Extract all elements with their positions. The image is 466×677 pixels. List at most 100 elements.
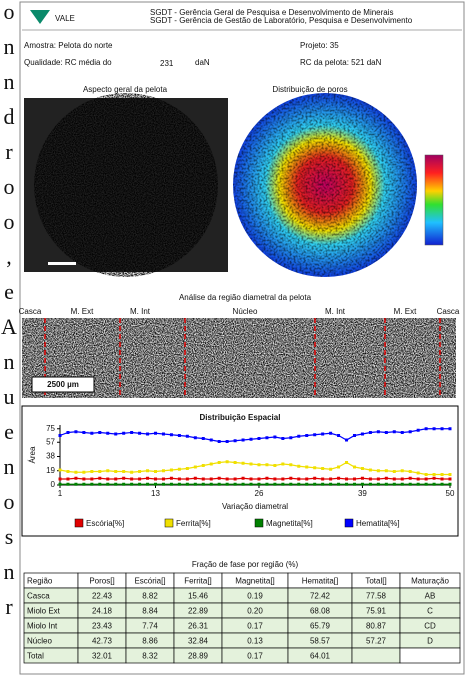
point bbox=[433, 427, 436, 430]
table-header: Poros[] bbox=[89, 577, 114, 586]
point bbox=[138, 470, 141, 473]
point bbox=[114, 483, 117, 486]
table-header: Ferrita[] bbox=[184, 577, 212, 586]
x-tick-label: 50 bbox=[446, 489, 455, 498]
point bbox=[393, 470, 396, 473]
side-letter: n bbox=[4, 454, 15, 479]
side-letter: r bbox=[5, 594, 13, 619]
table-header: Escória[] bbox=[134, 577, 165, 586]
point bbox=[409, 477, 412, 480]
side-letter: n bbox=[4, 34, 15, 59]
point bbox=[170, 477, 173, 480]
point bbox=[441, 478, 444, 481]
scale-label: 2500 µm bbox=[47, 380, 79, 389]
point bbox=[202, 437, 205, 440]
table-value: 72.42 bbox=[310, 592, 331, 601]
side-letter: A bbox=[1, 314, 17, 339]
point bbox=[361, 477, 364, 480]
region-label: M. Int bbox=[325, 307, 346, 316]
point bbox=[98, 477, 101, 480]
point bbox=[90, 432, 93, 435]
table-value: 32.84 bbox=[188, 637, 209, 646]
point bbox=[186, 483, 189, 486]
table-value: 22.89 bbox=[188, 607, 209, 616]
point bbox=[417, 483, 420, 486]
point bbox=[305, 466, 308, 469]
point bbox=[425, 473, 428, 476]
point bbox=[194, 477, 197, 480]
pellet-photo bbox=[34, 93, 218, 277]
point bbox=[210, 439, 213, 442]
point bbox=[98, 431, 101, 434]
point bbox=[250, 483, 253, 486]
point bbox=[74, 430, 77, 433]
caption: Distribuição de poros bbox=[272, 85, 347, 94]
table-value: D bbox=[427, 637, 433, 646]
side-letter: o bbox=[4, 209, 15, 234]
scale-bar bbox=[48, 262, 76, 265]
point bbox=[393, 430, 396, 433]
point bbox=[369, 478, 372, 481]
point bbox=[409, 483, 412, 486]
table-value: 32.01 bbox=[92, 652, 113, 661]
table-value: 57.27 bbox=[366, 637, 387, 646]
table-value: 22.43 bbox=[92, 592, 113, 601]
page: VALE SGDT - Gerência Geral de Pesquisa e… bbox=[0, 0, 466, 677]
point bbox=[250, 463, 253, 466]
point bbox=[202, 464, 205, 467]
section-title: Análise da região diametral da pelota bbox=[179, 293, 312, 302]
point bbox=[345, 483, 348, 486]
table-value: Casca bbox=[27, 592, 50, 601]
y-label: Área bbox=[28, 446, 37, 463]
point bbox=[417, 429, 420, 432]
point bbox=[154, 478, 157, 481]
point bbox=[106, 432, 109, 435]
point bbox=[106, 483, 109, 486]
point bbox=[345, 439, 348, 442]
region-label: M. Ext bbox=[394, 307, 417, 316]
point bbox=[321, 467, 324, 470]
side-letter: o bbox=[4, 489, 15, 514]
point bbox=[345, 478, 348, 481]
point bbox=[234, 478, 237, 481]
legend-swatch bbox=[165, 519, 173, 527]
point bbox=[297, 478, 300, 481]
table-value: 0.17 bbox=[247, 622, 263, 631]
side-letter: u bbox=[4, 384, 15, 409]
point bbox=[162, 469, 165, 472]
point bbox=[154, 483, 157, 486]
point bbox=[122, 483, 125, 486]
point bbox=[122, 470, 125, 473]
legend-swatch bbox=[75, 519, 83, 527]
point bbox=[289, 483, 292, 486]
point bbox=[82, 478, 85, 481]
point bbox=[281, 483, 284, 486]
logo: VALE bbox=[55, 14, 75, 23]
point bbox=[226, 460, 229, 463]
legend-label: Ferrita[%] bbox=[176, 519, 211, 528]
point bbox=[154, 432, 157, 435]
point bbox=[289, 463, 292, 466]
point bbox=[170, 469, 173, 472]
table-value: 65.79 bbox=[310, 622, 331, 631]
region-label: M. Ext bbox=[71, 307, 94, 316]
point bbox=[417, 478, 420, 481]
point bbox=[146, 477, 149, 480]
side-letter: s bbox=[5, 524, 14, 549]
point bbox=[257, 437, 260, 440]
point bbox=[385, 483, 388, 486]
point bbox=[273, 436, 276, 439]
point bbox=[178, 434, 181, 437]
table-value: 0.13 bbox=[247, 637, 263, 646]
point bbox=[401, 478, 404, 481]
point bbox=[441, 473, 444, 476]
point bbox=[66, 431, 69, 434]
table-value: Total bbox=[27, 652, 44, 661]
point bbox=[297, 435, 300, 438]
point bbox=[130, 431, 133, 434]
point bbox=[242, 462, 245, 465]
x-tick-label: 26 bbox=[255, 489, 264, 498]
point bbox=[178, 478, 181, 481]
point bbox=[66, 483, 69, 486]
pellet-rc: RC da pelota: 521 daN bbox=[300, 58, 382, 67]
